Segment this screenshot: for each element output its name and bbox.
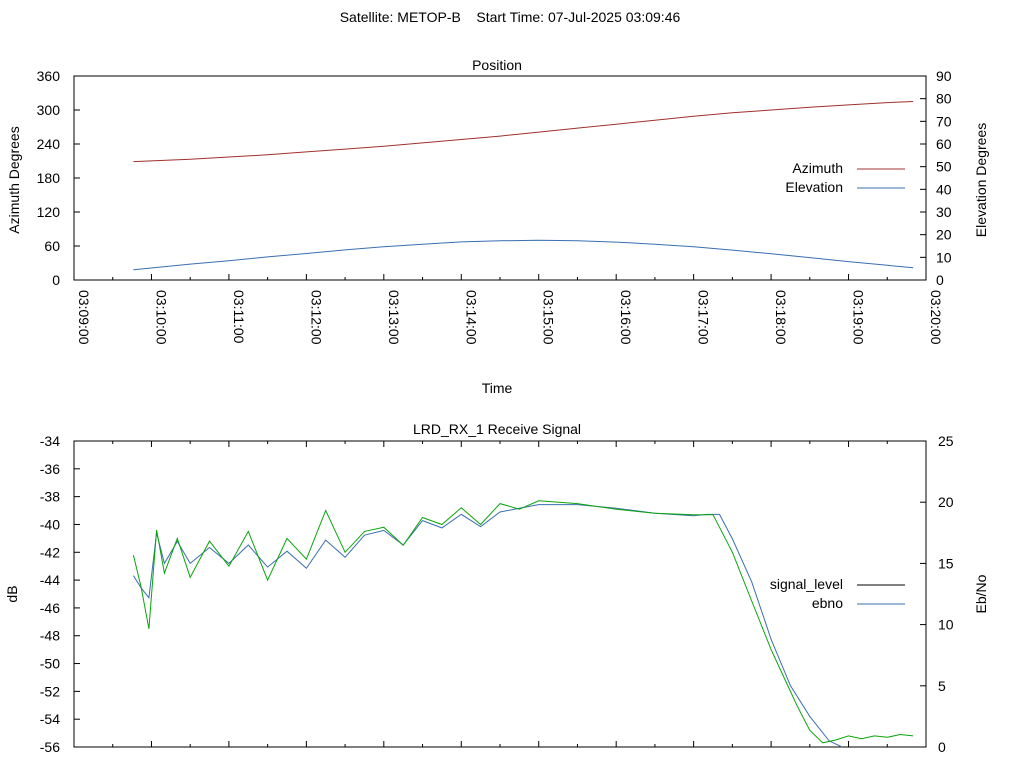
y-tick-label: -34 (40, 433, 60, 449)
y2-tick-label: 0 (938, 739, 946, 755)
y2-tick-label: 5 (938, 678, 946, 694)
y-tick-label: -56 (40, 739, 60, 755)
y2-tick-label: 70 (936, 113, 952, 129)
y-tick-label: 360 (37, 68, 61, 84)
signal-title: LRD_RX_1 Receive Signal (413, 421, 581, 437)
y2-tick-label: 10 (936, 249, 952, 265)
position-y2label: Elevation Degrees (973, 123, 989, 237)
y-tick-label: 180 (37, 170, 61, 186)
y2-tick-label: 50 (936, 159, 952, 175)
position-plot-frame (73, 75, 927, 281)
legend-azimuth-label: Azimuth (792, 160, 843, 176)
y2-tick-label: 90 (936, 68, 952, 84)
position-xlabel: Time (482, 380, 513, 396)
azimuth-line (133, 101, 914, 163)
y2-tick-label: 10 (938, 617, 954, 633)
position-title: Position (472, 57, 522, 73)
position-ticks: 0 60 120 180 240 300 360 0 10 20 30 40 50 60 70 80 90 03:… (37, 68, 952, 345)
y-tick-label: -42 (40, 544, 60, 560)
y-tick-label: -40 (40, 516, 60, 532)
y-tick-label: -52 (40, 683, 60, 699)
y-tick-label: 60 (44, 238, 60, 254)
y-tick-label: -46 (40, 600, 60, 616)
signal-ylabel: dB (4, 585, 20, 602)
y-tick-label: -54 (40, 711, 60, 727)
y-tick-label: 300 (37, 102, 61, 118)
x-tick-label: 03:12:00 (308, 290, 324, 345)
x-tick-label: 03:09:00 (76, 290, 92, 345)
y2-tick-label: 80 (936, 91, 952, 107)
y2-tick-label: 20 (938, 494, 954, 510)
y-tick-label: -36 (40, 461, 60, 477)
legend-ebno-label: ebno (812, 595, 843, 611)
y2-tick-label: 30 (936, 204, 952, 220)
y-tick-label: 0 (52, 272, 60, 288)
x-tick-label: 03:19:00 (851, 290, 867, 345)
signal-series (132, 500, 914, 748)
position-legend: Azimuth Elevation (785, 160, 905, 195)
signal-legend: signal_level ebno (770, 576, 905, 611)
y2-tick-label: 60 (936, 136, 952, 152)
y-tick-label: -38 (40, 489, 60, 505)
signal-chart: LRD_RX_1 Receive Signal -34-36-38-40-42-… (4, 421, 989, 755)
signal-y2label: Eb/No (973, 574, 989, 613)
legend-elevation-label: Elevation (785, 179, 843, 195)
x-tick-label: 03:14:00 (463, 290, 479, 345)
signal-ticks: -34 -36 -38 -40 -42 -44 -46 -48 -50 -52 -54 -56 0 5 10… (40, 433, 954, 755)
y-tick-label: 240 (37, 136, 61, 152)
signal-level-line (132, 500, 914, 744)
y-tick-label: 120 (37, 204, 61, 220)
x-tick-label: 03:13:00 (386, 290, 402, 345)
y2-tick-label: 25 (938, 433, 954, 449)
y2-tick-label: 15 (938, 555, 954, 571)
y2-tick-label: 0 (936, 272, 944, 288)
elevation-line (133, 239, 914, 271)
y-tick-label: -48 (40, 628, 60, 644)
y2-tick-label: 40 (936, 181, 952, 197)
position-chart: Position 0 60 120 180 240 300 360 0 10 20 30 40 50 60… (6, 57, 989, 396)
legend-signal-level-label: signal_level (770, 576, 843, 592)
signal-plot-frame (73, 440, 927, 748)
x-tick-label: 03:11:00 (231, 290, 247, 344)
y2-tick-label: 20 (936, 227, 952, 243)
position-ylabel: Azimuth Degrees (6, 126, 22, 233)
x-tick-label: 03:17:00 (696, 290, 712, 345)
x-tick-label: 03:10:00 (153, 290, 169, 345)
y-tick-label: -50 (40, 656, 60, 672)
y-tick-label: -44 (40, 572, 60, 588)
page-title: Satellite: METOP-B Start Time: 07-Jul-20… (340, 9, 681, 25)
x-tick-label: 03:18:00 (773, 290, 789, 345)
position-series (133, 101, 914, 271)
x-tick-label: 03:16:00 (618, 290, 634, 345)
x-tick-label: 03:20:00 (928, 290, 944, 345)
ebno-line (132, 504, 843, 748)
x-tick-label: 03:15:00 (541, 290, 557, 345)
